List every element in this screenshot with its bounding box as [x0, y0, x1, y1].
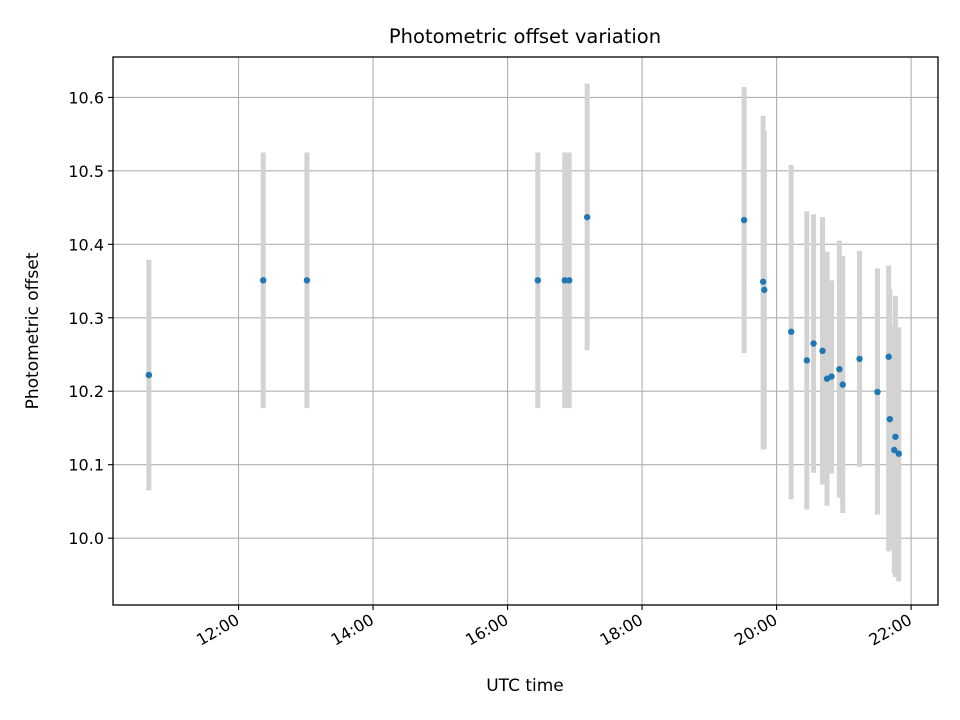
- y-tick-label: 10.0: [68, 529, 104, 548]
- data-point: [891, 446, 898, 454]
- y-tick-label: 10.5: [68, 162, 104, 181]
- y-tick-label: 10.3: [68, 309, 104, 328]
- data-point: [759, 278, 767, 285]
- grid: [113, 57, 938, 605]
- plot-frame: [112, 56, 939, 606]
- data-point: [839, 381, 846, 388]
- data-point: [145, 371, 153, 379]
- data-point: [761, 286, 768, 294]
- data-point: [836, 365, 843, 373]
- y-axis: 10.0 10.1 10.2 10.3 10.4 10.5 10.6: [68, 88, 113, 548]
- y-axis-label: Photometric offset: [23, 252, 43, 409]
- data-point: [566, 277, 573, 284]
- data-point: [885, 353, 892, 360]
- y-tick-label: 10.1: [68, 456, 104, 475]
- data-points: [145, 213, 902, 457]
- data-point: [819, 347, 826, 355]
- data-point: [803, 357, 811, 364]
- y-tick-label: 10.2: [68, 382, 104, 401]
- data-point: [886, 415, 894, 423]
- data-point: [303, 277, 311, 284]
- data-point: [828, 373, 835, 380]
- data-point: [874, 388, 881, 396]
- data-point: [856, 355, 863, 363]
- x-axis-label: UTC time: [486, 676, 564, 696]
- data-point: [810, 340, 817, 347]
- data-point: [534, 277, 542, 284]
- data-point: [740, 216, 748, 224]
- chart-title: Photometric offset variation: [389, 25, 661, 48]
- y-tick-label: 10.6: [68, 88, 104, 107]
- data-point: [787, 328, 795, 335]
- data-point: [583, 213, 591, 221]
- data-point: [892, 433, 899, 440]
- y-tick-label: 10.4: [68, 235, 104, 254]
- data-point: [260, 277, 267, 284]
- data-point: [561, 277, 568, 284]
- data-point: [895, 450, 902, 457]
